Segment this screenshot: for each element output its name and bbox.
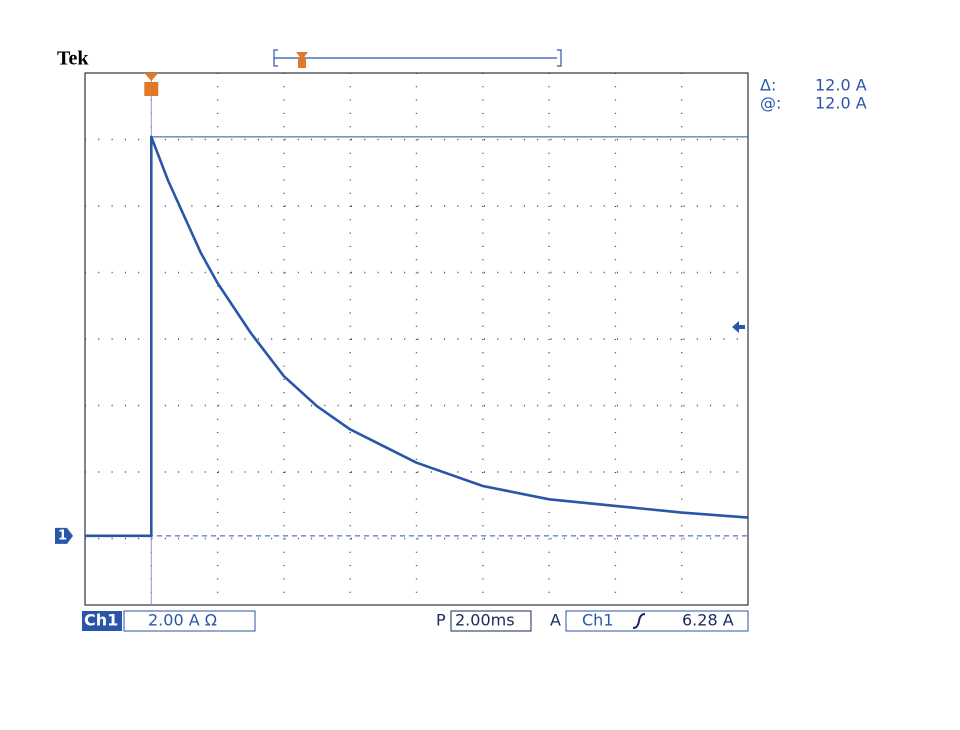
trigger-level-arrow xyxy=(732,321,745,334)
mode: A xyxy=(550,611,561,630)
readout-value: 12.0 A xyxy=(815,94,867,113)
readout-value: 12.0 A xyxy=(815,76,867,95)
channel-marker: 1 xyxy=(58,528,67,543)
trigger-source: Ch1 xyxy=(582,611,614,630)
waveform xyxy=(85,135,749,538)
trigger-box xyxy=(565,610,749,632)
timebase-box xyxy=(450,610,532,632)
channel-marker-box xyxy=(55,527,73,544)
channel: Ch1 xyxy=(84,611,118,630)
status-bar: Ch1 2.00 A Ω P 2.00ms A Ch1 6.28 A xyxy=(82,610,749,632)
readout-label: Δ: xyxy=(760,76,776,95)
timebase: 2.00ms xyxy=(455,611,515,630)
scale-box xyxy=(123,610,256,632)
channel-box xyxy=(82,611,122,631)
readout-label: @: xyxy=(760,94,781,113)
p-label: P xyxy=(436,611,446,630)
rising-edge-icon xyxy=(632,613,646,629)
trigger-marker xyxy=(144,73,159,96)
trigger-level-label: 6.28 A xyxy=(682,611,734,630)
brand: Tek xyxy=(57,48,89,70)
scale: 2.00 A Ω xyxy=(148,611,217,630)
record-bar xyxy=(273,49,562,68)
